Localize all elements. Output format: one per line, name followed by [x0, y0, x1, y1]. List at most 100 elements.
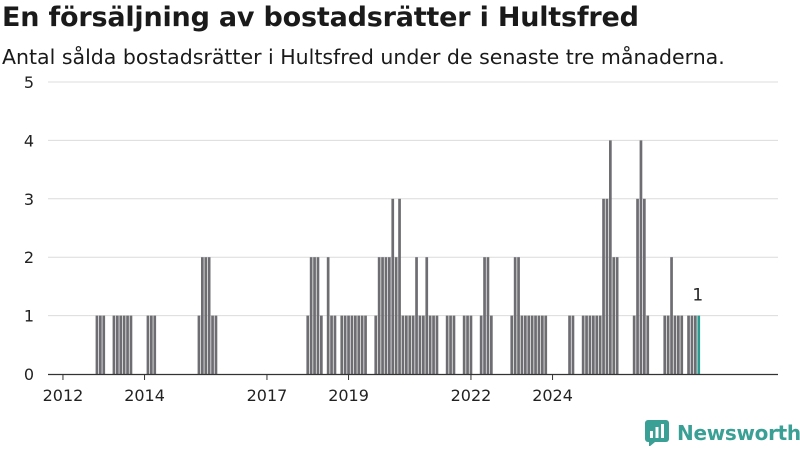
bar [313, 257, 316, 374]
bar [697, 315, 701, 374]
bar [452, 315, 456, 374]
bar [405, 315, 408, 374]
bar [354, 315, 357, 374]
bar [530, 315, 534, 374]
bar [581, 315, 585, 374]
bar [690, 315, 694, 374]
bar [490, 315, 493, 374]
bar [204, 257, 208, 374]
bar [112, 315, 116, 374]
bar [598, 315, 602, 374]
bar [585, 315, 588, 374]
bar [670, 257, 673, 374]
bar [544, 315, 548, 374]
x-tick-label: 2017 [247, 386, 288, 405]
bar [388, 257, 391, 374]
bar [595, 315, 599, 374]
y-tick-label: 1 [24, 307, 34, 326]
bar [99, 315, 102, 374]
bar [636, 198, 639, 374]
y-tick-label: 5 [24, 73, 34, 92]
bar [571, 315, 575, 374]
bar [527, 315, 531, 374]
bar [333, 315, 337, 374]
bar [513, 257, 517, 374]
bar [211, 315, 214, 374]
bar [428, 315, 432, 374]
bar [524, 315, 527, 374]
bar [432, 315, 435, 374]
x-tick-label: 2024 [532, 386, 573, 405]
brand-logo: Newsworthy [645, 420, 800, 446]
bar [680, 315, 684, 374]
bar [330, 315, 333, 374]
bar [95, 315, 99, 374]
bar [510, 315, 514, 374]
bar [592, 315, 595, 374]
bar [568, 315, 571, 374]
x-tick-label: 2022 [451, 386, 492, 405]
bar [418, 315, 422, 374]
x-tick-label: 2014 [124, 386, 165, 405]
bar [537, 315, 541, 374]
bar [677, 315, 680, 374]
y-tick-label: 4 [24, 131, 34, 150]
bar [415, 257, 418, 374]
bar [666, 315, 670, 374]
bar [449, 315, 452, 374]
bar [364, 315, 367, 374]
bar [602, 198, 605, 374]
bar [615, 257, 619, 374]
bar [445, 315, 449, 374]
bar [207, 257, 211, 374]
bar [588, 315, 592, 374]
bar [150, 315, 153, 374]
bar [357, 315, 361, 374]
bar [435, 315, 439, 374]
bar [609, 140, 612, 374]
bar [360, 315, 364, 374]
bar [479, 315, 483, 374]
x-tick-label: 2012 [43, 386, 84, 405]
bar [116, 315, 119, 374]
newsworthy-logo-icon [645, 420, 669, 446]
y-tick-label: 3 [24, 190, 34, 209]
bar [541, 315, 544, 374]
bar [408, 315, 412, 374]
bar [401, 315, 405, 374]
bar [126, 315, 129, 374]
brand-name: Newsworthy [677, 421, 800, 445]
bar [632, 315, 636, 374]
bar [377, 257, 381, 374]
bar [612, 257, 616, 374]
bar [663, 315, 667, 374]
bar [214, 315, 218, 374]
bar [347, 315, 350, 374]
chart-title: En försäljning av bostadsrätter i Hultsf… [2, 2, 639, 33]
y-tick-label: 0 [24, 365, 34, 384]
bar [197, 315, 201, 374]
bar [320, 315, 323, 374]
bar [122, 315, 126, 374]
bar [201, 257, 204, 374]
last-value-label: 1 [692, 286, 703, 306]
chart-subtitle: Antal sålda bostadsrätter i Hultsfred un… [2, 45, 725, 69]
bar [394, 257, 398, 374]
bar [398, 198, 401, 374]
x-tick-label: 2019 [328, 386, 369, 405]
bar [483, 257, 486, 374]
bar [687, 315, 690, 374]
bar [102, 315, 106, 374]
bar [119, 315, 123, 374]
y-tick-label: 2 [24, 248, 34, 267]
bar [384, 257, 388, 374]
bar [146, 315, 150, 374]
bar [391, 198, 395, 374]
bar [517, 257, 520, 374]
bar [343, 315, 347, 374]
bar [422, 315, 425, 374]
bar [411, 315, 415, 374]
bar [643, 198, 646, 374]
bar [153, 315, 157, 374]
